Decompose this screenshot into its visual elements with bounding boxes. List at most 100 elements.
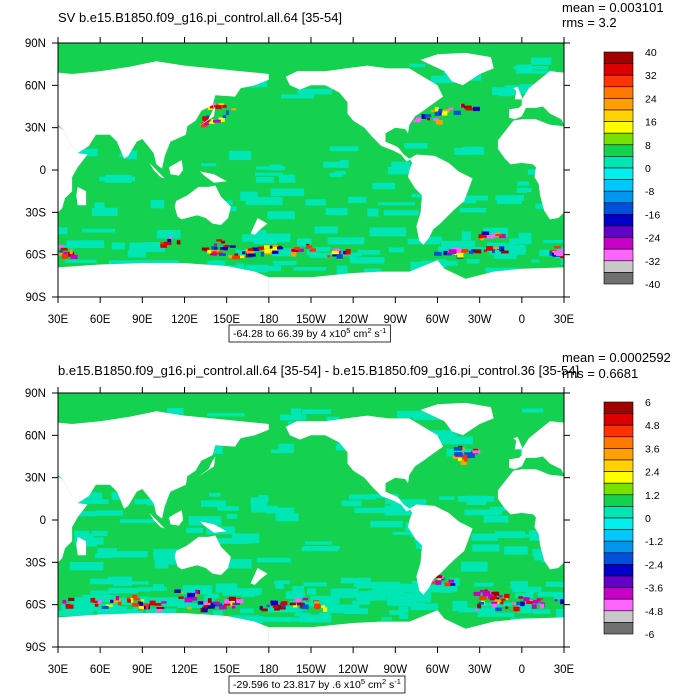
anomaly-patch: [226, 513, 238, 519]
anomaly-patch: [461, 103, 465, 108]
contour-info-part: -1: [394, 677, 401, 686]
stat-mean: mean = 0.003101: [562, 0, 664, 15]
land-mask: [174, 185, 231, 225]
anomaly-patch: [509, 238, 532, 245]
anomaly-patch: [345, 249, 351, 254]
anomaly-patch: [563, 260, 564, 266]
anomaly-patch: [65, 604, 74, 609]
anomaly-patch: [399, 613, 409, 619]
anomaly-patch: [438, 246, 452, 254]
anomaly-patch: [272, 250, 279, 255]
anomaly-patch: [127, 599, 131, 603]
anomaly-patch: [519, 187, 532, 193]
anomaly-patch: [495, 195, 524, 201]
anomaly-patch: [363, 268, 382, 273]
anomaly-patch: [213, 601, 220, 605]
land-mask: [3, 87, 20, 120]
anomaly-patch: [424, 114, 432, 118]
colorbar-box: [603, 248, 634, 262]
colorbar-label: 32: [645, 70, 657, 82]
anomaly-patch: [472, 544, 500, 552]
colorbar-box: [603, 109, 634, 122]
anomaly-patch: [498, 595, 503, 598]
anomaly-patch: [91, 207, 118, 217]
anomaly-patch: [155, 607, 163, 612]
anomaly-patch: [257, 246, 265, 250]
anomaly-patch: [383, 210, 419, 216]
anomaly-patch: [302, 597, 309, 601]
anomaly-patch: [141, 597, 178, 607]
stat-rms: rms = 3.2: [562, 15, 617, 30]
anomaly-patch: [132, 597, 140, 601]
contour-info-box: -64.28 to 66.39 by 4 x105 cm2 s-1: [228, 324, 391, 343]
anomaly-patch: [451, 195, 488, 201]
colorbar-label: 16: [645, 117, 657, 129]
anomaly-patch: [222, 591, 261, 596]
x-tick-label: 0: [519, 664, 525, 676]
anomaly-patch: [439, 496, 455, 501]
anomaly-patch: [68, 597, 75, 601]
anomaly-patch: [352, 600, 371, 605]
anomaly-patch: [191, 596, 198, 601]
colorbar-box: [603, 598, 634, 612]
colorbar-label: 40: [645, 47, 657, 59]
anomaly-patch: [395, 602, 426, 607]
colorbar-label: 0: [645, 513, 651, 525]
anomaly-patch: [156, 606, 165, 610]
anomaly-patch: [112, 597, 133, 605]
x-tick-label: 30W: [468, 664, 492, 676]
anomaly-patch: [491, 601, 498, 604]
anomaly-patch: [555, 249, 562, 255]
anomaly-patch: [206, 121, 213, 124]
colorbar-box: [603, 552, 634, 565]
anomaly-patch: [202, 608, 208, 612]
anomaly-patch: [522, 408, 544, 413]
anomaly-patch: [255, 176, 274, 183]
anomaly-patch: [224, 603, 231, 606]
anomaly-patch: [273, 260, 297, 266]
anomaly-patch: [140, 599, 145, 602]
anomaly-patch: [483, 227, 509, 237]
anomaly-patch: [474, 582, 494, 587]
anomaly-patch: [247, 248, 254, 251]
anomaly-patch: [310, 595, 340, 604]
anomaly-patch: [160, 242, 165, 247]
colorbar-box: [603, 506, 634, 519]
anomaly-patch: [461, 561, 488, 572]
anomaly-patch: [471, 247, 496, 252]
colorbar-box: [603, 610, 634, 623]
anomaly-patch: [534, 554, 545, 561]
colorbar-box: [603, 413, 634, 426]
contour-info-part: -29.596 to 23.817 by .6 x10: [233, 679, 361, 691]
anomaly-patch: [222, 104, 227, 108]
anomaly-patch: [309, 252, 332, 258]
anomaly-patch: [426, 117, 431, 121]
stat-rms: rms = 0.6681: [562, 366, 638, 381]
contour-info-part: -64.28 to 66.39 by 4 x10: [233, 328, 346, 340]
anomaly-patch: [560, 259, 564, 265]
anomaly-patch: [213, 243, 218, 246]
anomaly-patch: [91, 530, 108, 537]
colorbar-label: 6: [645, 397, 651, 409]
anomaly-patch: [442, 109, 450, 113]
anomaly-patch: [472, 450, 481, 454]
x-tick-label: 180: [259, 314, 278, 326]
colorbar-box: [603, 529, 634, 542]
anomaly-patch: [496, 200, 522, 205]
x-tick-label: 30E: [554, 664, 575, 676]
anomaly-patch: [380, 591, 406, 596]
anomaly-patch: [256, 166, 286, 170]
anomaly-patch: [141, 603, 149, 606]
anomaly-patch: [488, 594, 493, 598]
anomaly-patch: [245, 196, 283, 206]
anomaly-patch: [136, 596, 149, 602]
anomaly-patch: [152, 584, 165, 592]
land-mask: [76, 536, 87, 556]
anomaly-patch: [70, 254, 78, 260]
anomaly-patch: [291, 248, 298, 252]
contour-info-part: 5: [346, 326, 350, 335]
colorbar-box: [603, 587, 634, 600]
anomaly-patch: [523, 597, 530, 602]
anomaly-patch: [99, 176, 136, 182]
anomaly-patch: [301, 546, 339, 552]
